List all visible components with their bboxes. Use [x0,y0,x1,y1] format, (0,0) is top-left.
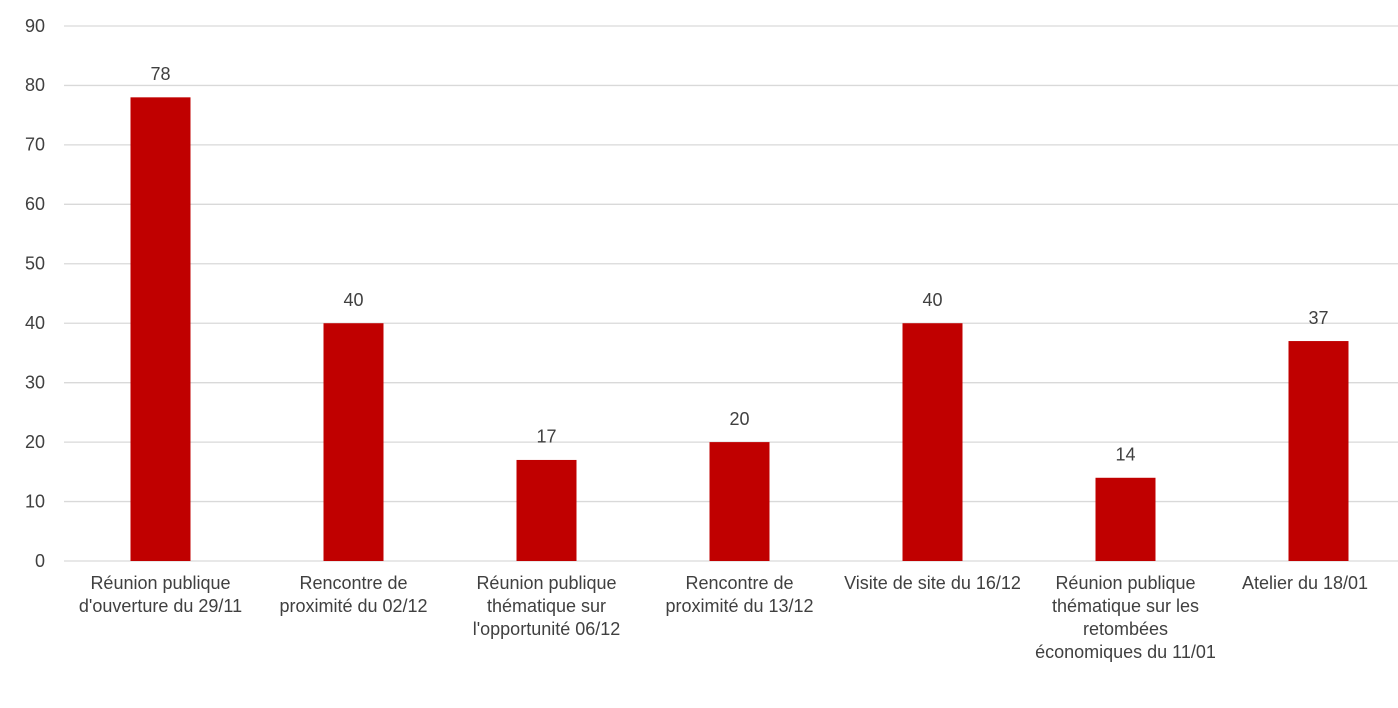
data-label: 40 [343,290,363,310]
bar [902,323,963,561]
y-tick-label: 70 [25,135,45,155]
y-tick-label: 80 [25,75,45,95]
data-label: 14 [1115,445,1135,465]
bar [709,442,770,561]
y-tick-label: 30 [25,372,45,392]
data-label: 17 [536,427,556,447]
y-tick-label: 50 [25,254,45,274]
bar [323,323,384,561]
x-tick-label: Rencontre de proximité du 13/12 [665,573,814,616]
y-tick-label: 90 [25,16,45,36]
bar [516,459,577,561]
y-tick-label: 10 [25,491,45,511]
x-tick-label: Réunion publique thématique sur l'opport… [472,573,621,639]
data-label: 37 [1308,308,1328,328]
data-label: 78 [150,64,170,84]
y-tick-label: 20 [25,432,45,452]
x-tick-label: Rencontre de proximité du 02/12 [279,573,428,616]
x-tick-label: Atelier du 18/01 [1241,573,1369,593]
y-tick-label: 60 [25,194,45,214]
x-tick-label: Visite de site du 16/12 [844,573,1021,593]
y-tick-label: 0 [35,551,45,571]
bar [1095,477,1156,561]
bar [130,97,191,561]
x-tick-label: Réunion publique thématique sur les reto… [1035,573,1216,662]
bar [1288,341,1349,561]
data-label: 40 [922,290,942,310]
y-tick-label: 40 [25,313,45,333]
x-tick-label: Réunion publique d'ouverture du 29/11 [78,573,243,616]
data-label: 20 [729,409,749,429]
